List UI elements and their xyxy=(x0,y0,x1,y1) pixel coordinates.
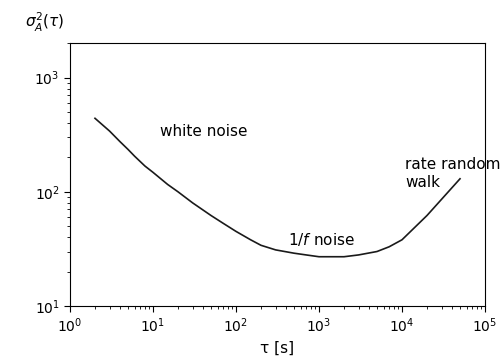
Text: $\sigma_A^2(\tau)$: $\sigma_A^2(\tau)$ xyxy=(26,11,64,34)
X-axis label: τ [s]: τ [s] xyxy=(260,341,294,356)
Text: rate random
walk: rate random walk xyxy=(406,157,500,190)
Text: 1/$f$ noise: 1/$f$ noise xyxy=(288,231,354,248)
Text: white noise: white noise xyxy=(160,123,247,139)
